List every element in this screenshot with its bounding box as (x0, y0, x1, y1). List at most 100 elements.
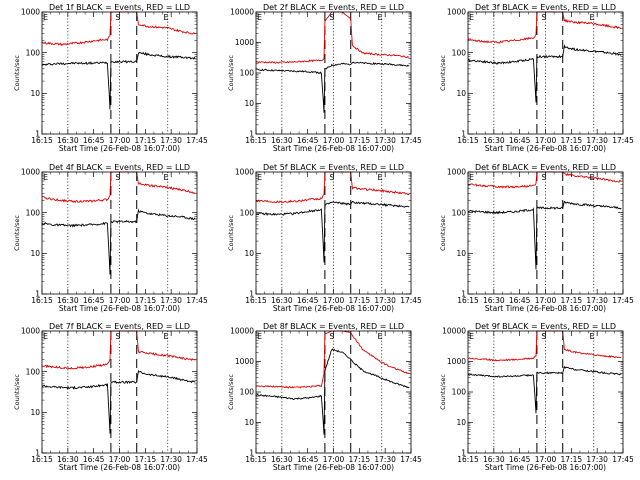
x-tick-label: 17:30 (374, 136, 396, 145)
x-tick-label: 17:30 (586, 455, 608, 464)
x-tick-label: 17:30 (160, 136, 182, 145)
y-tick-label: 10 (244, 418, 254, 427)
y-tick-label: 1000 (21, 168, 40, 177)
y-tick-label: 1 (35, 130, 40, 139)
x-axis-label: Start Time (26-Feb-08 16:07:00) (485, 144, 606, 153)
marker-letter-s: S (115, 173, 120, 182)
panel-title: Det 4f BLACK = Events, RED = LLD (49, 163, 190, 172)
events-series-line (467, 200, 622, 270)
x-tick-label: 16:30 (57, 136, 79, 145)
marker-letter-e: E (469, 332, 474, 341)
y-tick-label: 10 (456, 249, 466, 258)
x-tick-label: 17:30 (374, 455, 396, 464)
events-series-line (255, 348, 410, 435)
x-tick-label: 16:15 (31, 455, 53, 464)
x-tick-label: 16:30 (483, 136, 505, 145)
panel-title: Det 9f BLACK = Events, RED = LLD (475, 322, 616, 331)
y-tick-label: 10000 (230, 327, 254, 336)
marker-letter-e: E (378, 332, 383, 341)
y-tick-label: 1 (35, 290, 40, 299)
y-axis-label: Counts/sec (439, 215, 447, 251)
marker-letter-s: S (329, 173, 334, 182)
x-tick-label: 16:15 (245, 136, 267, 145)
x-tick-label: 16:30 (483, 296, 505, 305)
x-tick-label: 16:30 (483, 455, 505, 464)
y-tick-label: 10 (30, 408, 40, 417)
x-tick-label: 16:15 (245, 296, 267, 305)
x-tick-label: 17:45 (400, 455, 422, 464)
x-axis-label: Start Time (26-Feb-08 16:07:00) (485, 304, 606, 313)
x-tick-label: 16:15 (457, 136, 479, 145)
y-tick-label: 1 (249, 130, 254, 139)
marker-letter-e: E (590, 332, 595, 341)
x-axis-label: Start Time (26-Feb-08 16:07:00) (59, 463, 180, 472)
x-tick-label: 17:45 (400, 296, 422, 305)
x-tick-label: 16:45 (83, 136, 105, 145)
y-tick-label: 10000 (442, 327, 466, 336)
y-axis-label: Counts/sec (439, 374, 447, 410)
x-tick-label: 17:15 (135, 455, 157, 464)
y-tick-label: 1 (249, 290, 254, 299)
chart-panel-4: 1 10 100 1000 16:15 16:30 16:45 17:00 17:15 17:30… (13, 163, 208, 313)
x-tick-label: 17:15 (135, 136, 157, 145)
panel-title: Det 1f BLACK = Events, RED = LLD (49, 3, 190, 12)
x-tick-label: 17:30 (586, 296, 608, 305)
y-tick-label: 1 (461, 290, 466, 299)
x-tick-label: 17:45 (186, 136, 208, 145)
x-tick-label: 17:45 (612, 136, 634, 145)
marker-letter-e: E (43, 332, 48, 341)
x-tick-label: 17:30 (374, 296, 396, 305)
chart-panel-5: 1 10 100 1000 16:15 16:30 16:45 17:00 17:15 17:30… (227, 163, 422, 313)
x-tick-label: 17:00 (535, 296, 557, 305)
x-tick-label: 17:00 (109, 296, 131, 305)
marker-letter-e: E (590, 173, 595, 182)
x-tick-label: 17:15 (349, 296, 371, 305)
x-tick-label: 17:00 (323, 136, 345, 145)
y-tick-label: 100 (26, 48, 41, 57)
y-tick-label: 1000 (447, 168, 466, 177)
x-tick-label: 16:45 (509, 296, 531, 305)
x-tick-label: 17:45 (612, 296, 634, 305)
x-tick-label: 17:45 (612, 455, 634, 464)
y-axis-label: Counts/sec (13, 374, 21, 410)
x-axis-label: Start Time (26-Feb-08 16:07:00) (273, 463, 394, 472)
marker-letter-e: E (164, 173, 169, 182)
x-tick-label: 17:00 (535, 136, 557, 145)
chart-panel-9: 1 10 100 1000 10000 16:15 16:30 16:45 17:00 17:15… (439, 322, 634, 472)
y-tick-label: 100 (26, 208, 41, 217)
x-tick-label: 16:15 (31, 136, 53, 145)
marker-letter-e: E (469, 13, 474, 22)
y-tick-label: 10 (244, 249, 254, 258)
x-axis-label: Start Time (26-Feb-08 16:07:00) (273, 144, 394, 153)
marker-letter-e: E (43, 13, 48, 22)
x-tick-label: 17:00 (323, 296, 345, 305)
y-axis-label: Counts/sec (227, 374, 235, 410)
chart-panel-3: 1 10 100 1000 16:15 16:30 16:45 17:00 17:15 17:30… (439, 3, 634, 153)
x-tick-label: 17:15 (561, 296, 583, 305)
y-tick-label: 10 (30, 89, 40, 98)
y-tick-label: 1000 (235, 168, 254, 177)
y-tick-label: 10 (456, 89, 466, 98)
x-tick-label: 16:45 (509, 136, 531, 145)
marker-letter-e: E (164, 332, 169, 341)
events-series-line (255, 61, 410, 113)
x-tick-label: 16:45 (297, 136, 319, 145)
marker-letter-e: E (257, 332, 262, 341)
marker-letter-e: E (378, 173, 383, 182)
marker-letter-s: S (115, 13, 120, 22)
x-tick-label: 16:15 (245, 455, 267, 464)
x-axis-label: Start Time (26-Feb-08 16:07:00) (59, 144, 180, 153)
panel-title: Det 2f BLACK = Events, RED = LLD (263, 3, 404, 12)
y-tick-label: 100 (452, 388, 467, 397)
y-tick-label: 100 (26, 367, 41, 376)
chart-panel-1: 1 10 100 1000 16:15 16:30 16:45 17:00 17:15 17:30… (13, 3, 208, 153)
x-axis-label: Start Time (26-Feb-08 16:07:00) (59, 304, 180, 313)
y-tick-label: 1 (35, 449, 40, 458)
events-series-line (41, 208, 196, 275)
y-axis-label: Counts/sec (227, 215, 235, 251)
marker-letter-s: S (541, 13, 546, 22)
marker-letter-e: E (378, 13, 383, 22)
y-axis-label: Counts/sec (227, 55, 235, 91)
x-tick-label: 17:00 (109, 136, 131, 145)
y-tick-label: 1000 (235, 357, 254, 366)
